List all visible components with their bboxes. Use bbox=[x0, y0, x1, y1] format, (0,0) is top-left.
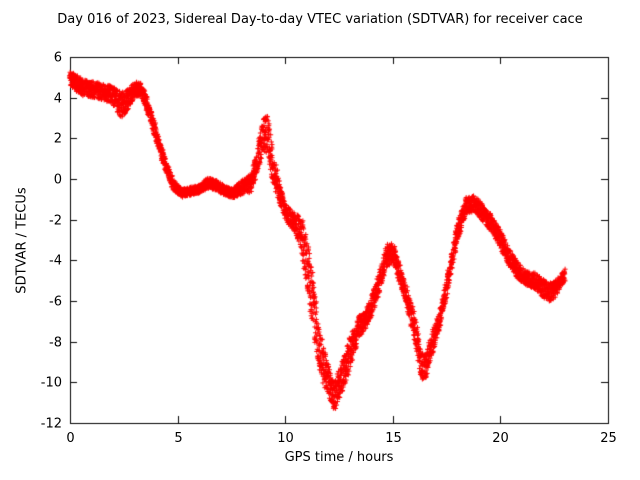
y-tick-label: -10 bbox=[40, 375, 62, 390]
x-tick-label: 15 bbox=[385, 431, 402, 446]
y-tick-label: -4 bbox=[49, 253, 62, 268]
y-tick-label: 4 bbox=[53, 91, 62, 106]
x-tick-label: 20 bbox=[492, 431, 509, 446]
y-tick-label: 0 bbox=[53, 172, 62, 187]
x-tick-label: 25 bbox=[600, 431, 617, 446]
x-tick-label: 10 bbox=[277, 431, 294, 446]
y-tick-label: -8 bbox=[49, 335, 62, 350]
y-tick-label: 6 bbox=[53, 50, 62, 65]
y-tick-label: -12 bbox=[40, 416, 62, 431]
y-tick-label: -6 bbox=[49, 294, 62, 309]
y-tick-label: -2 bbox=[49, 213, 62, 228]
chart-title: Day 016 of 2023, Sidereal Day-to-day VTE… bbox=[57, 12, 583, 27]
x-axis-label: GPS time / hours bbox=[284, 450, 394, 465]
x-tick-label: 0 bbox=[66, 431, 75, 446]
x-tick-label: 5 bbox=[174, 431, 183, 446]
y-tick-label: 2 bbox=[53, 131, 62, 146]
